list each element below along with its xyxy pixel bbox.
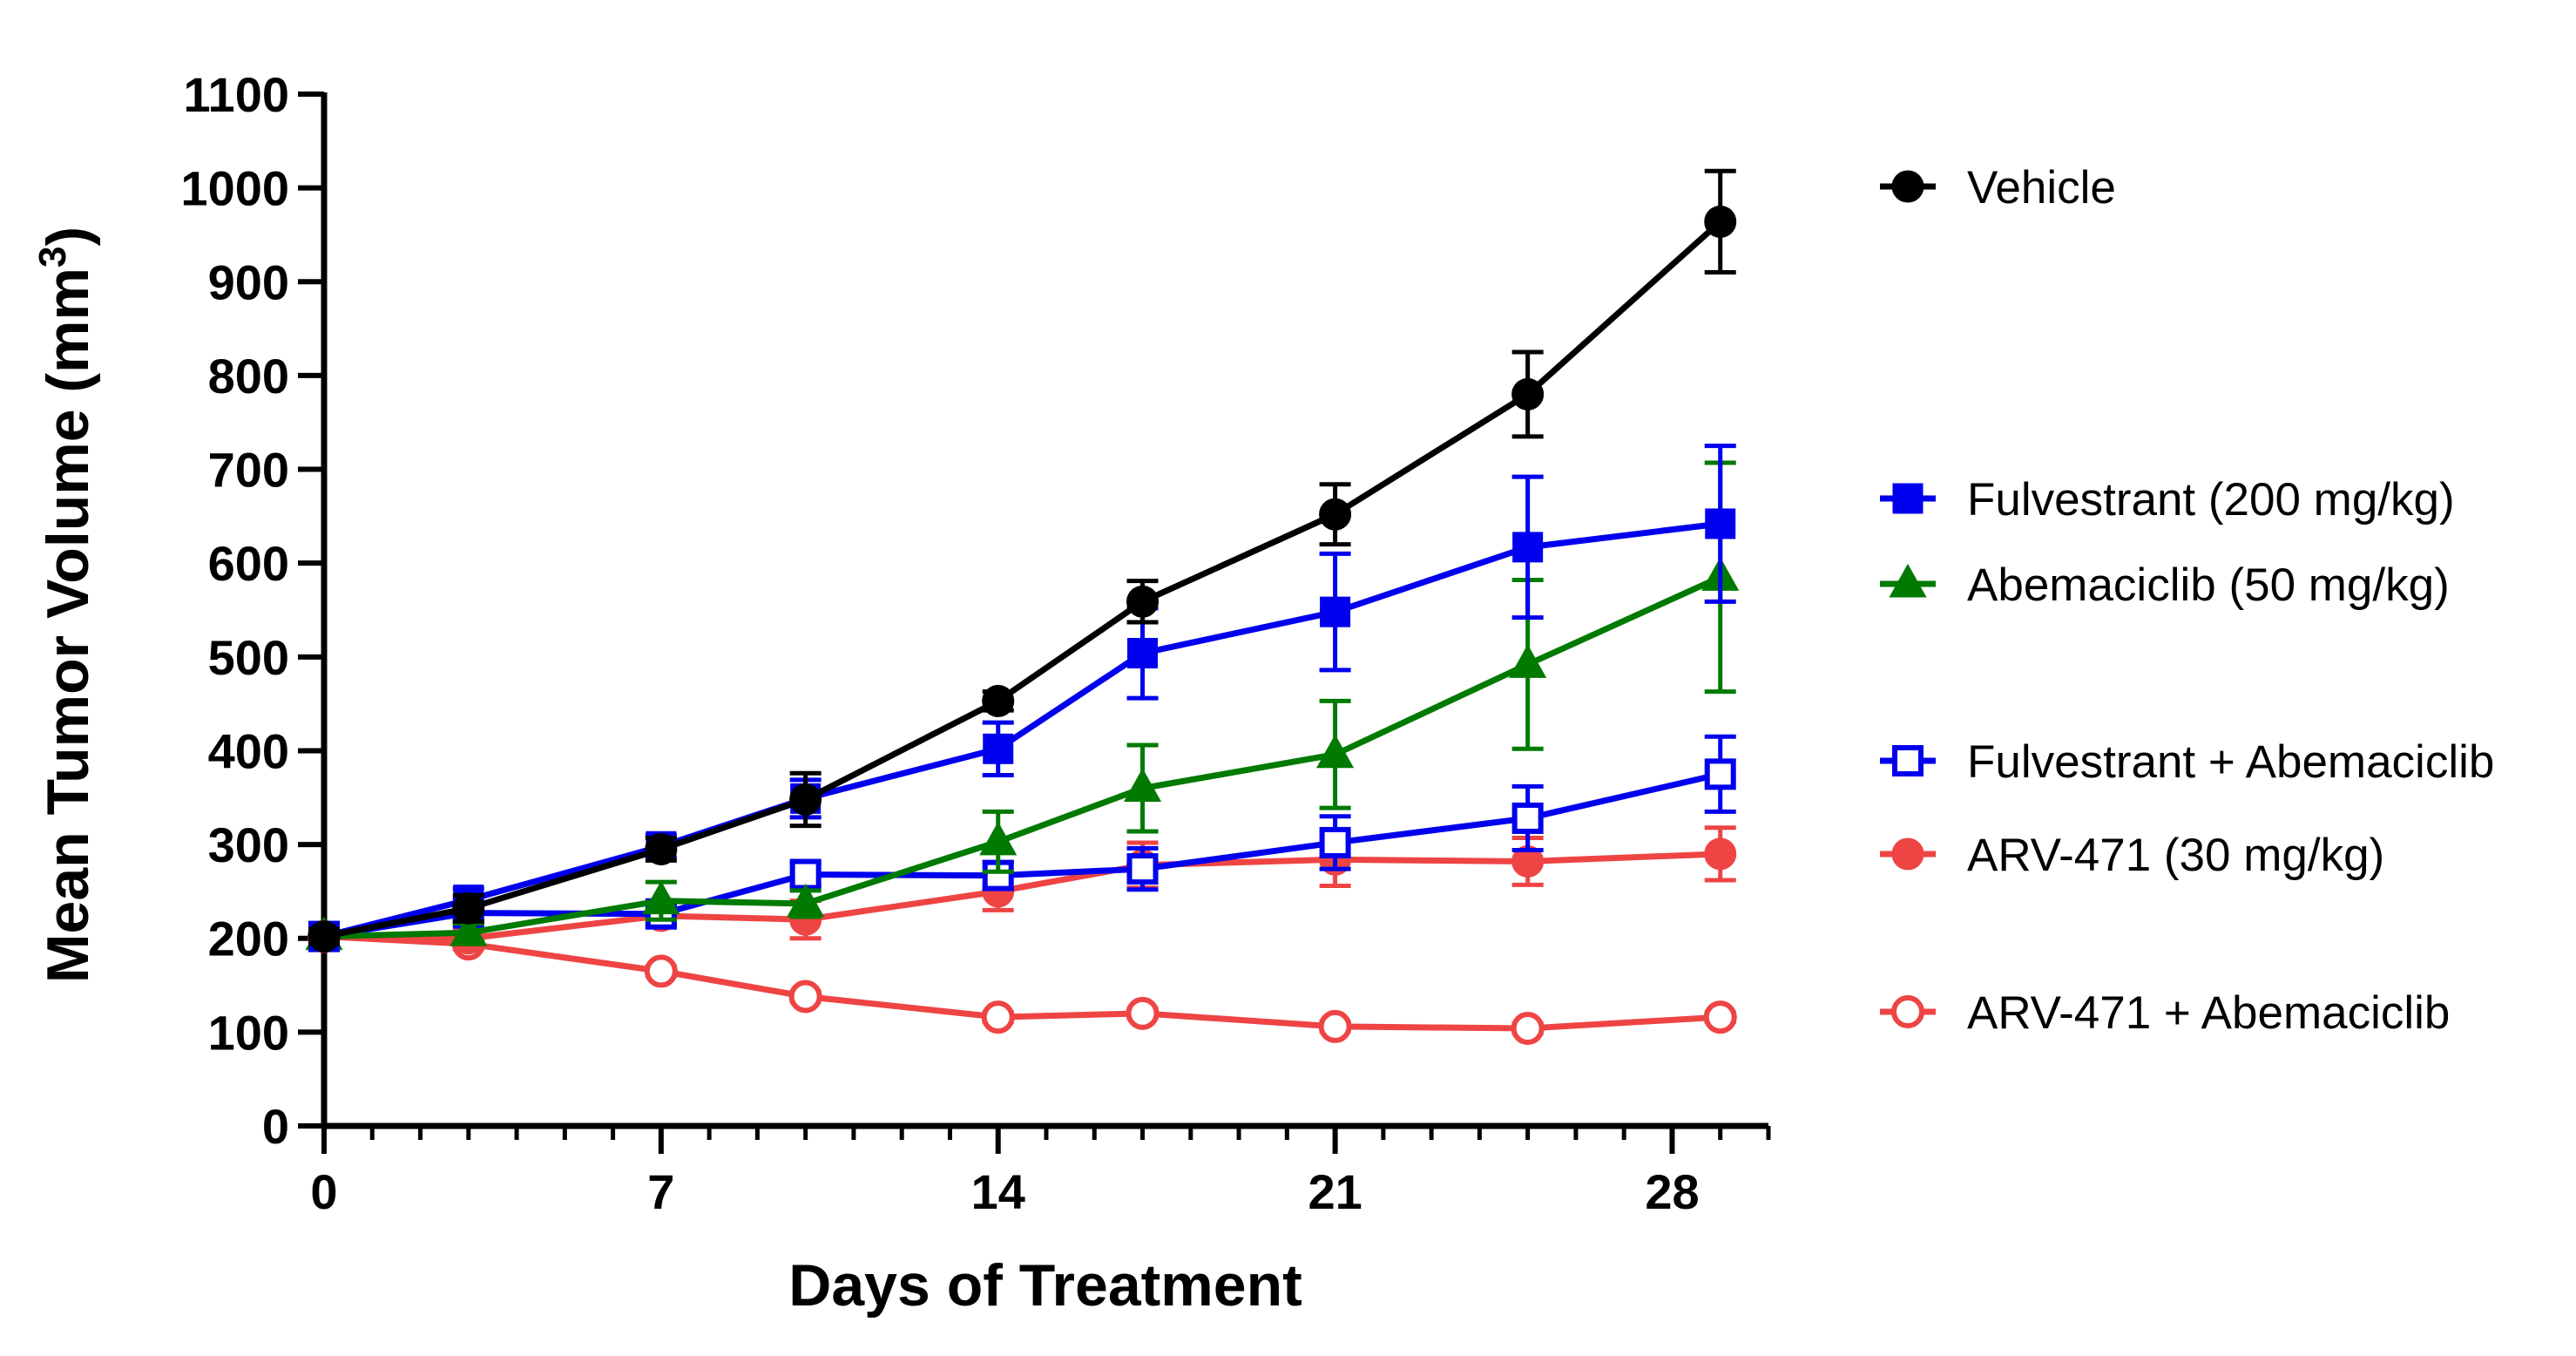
y-tick-label: 700 bbox=[208, 443, 289, 498]
y-tick-label: 200 bbox=[208, 912, 289, 966]
y-axis-title: Mean Tumor Volume (mm3) bbox=[31, 227, 101, 983]
series-2 bbox=[305, 460, 1740, 951]
data-point bbox=[982, 684, 1015, 717]
data-point bbox=[1705, 508, 1736, 539]
data-point bbox=[1511, 1012, 1545, 1046]
x-axis-title: Days of Treatment bbox=[788, 1252, 1302, 1319]
data-point bbox=[1127, 638, 1159, 669]
legend-label: Vehicle bbox=[1967, 162, 2116, 214]
y-tick-label: 300 bbox=[208, 817, 289, 872]
data-point bbox=[1704, 837, 1737, 871]
data-point bbox=[1703, 1000, 1737, 1034]
series-line bbox=[323, 770, 1721, 940]
data-point bbox=[1704, 758, 1736, 790]
x-tick-label: 28 bbox=[1645, 1164, 1699, 1219]
legend-item-0: Vehicle bbox=[1880, 162, 2116, 214]
y-tick-label: 500 bbox=[208, 630, 289, 685]
y-tick-label: 900 bbox=[208, 254, 289, 309]
legend-marker bbox=[1891, 170, 1924, 203]
data-point bbox=[1511, 802, 1544, 834]
y-tick-label: 100 bbox=[208, 1005, 289, 1060]
legend-label: ARV-471 (30 mg/kg) bbox=[1967, 830, 2384, 881]
legend-label: Fulvestrant (200 mg/kg) bbox=[1967, 474, 2455, 525]
series-layer bbox=[305, 168, 1740, 1046]
y-tick-label: 1000 bbox=[180, 161, 289, 216]
series-line bbox=[323, 933, 1721, 1032]
legend-marker bbox=[1891, 837, 1924, 871]
legend-label: Fulvestrant + Abemaciclib bbox=[1967, 736, 2494, 788]
y-tick-label: 400 bbox=[208, 723, 289, 778]
x-tick-label: 14 bbox=[971, 1164, 1025, 1219]
axes: 0 100 200 300 400 500 600 700 800 900 1000 1100 0 7 14… bbox=[180, 67, 1771, 1219]
legend-item-2: Abemaciclib (50 mg/kg) bbox=[1880, 559, 2450, 611]
data-point bbox=[1123, 768, 1162, 803]
series-3 bbox=[308, 734, 1736, 953]
data-point bbox=[1316, 734, 1355, 769]
legend-label: ARV-471 + Abemaciclib bbox=[1967, 987, 2450, 1039]
y-axis-title-close: ) bbox=[35, 227, 101, 247]
y-tick-label: 0 bbox=[262, 1099, 289, 1154]
data-point bbox=[981, 1000, 1015, 1034]
legend-marker bbox=[1891, 995, 1924, 1028]
legend: Vehicle Fulvestrant (200 mg/kg) Abemacicli… bbox=[1880, 162, 2494, 1039]
data-point bbox=[1126, 996, 1160, 1030]
x-tick-label: 21 bbox=[1308, 1164, 1362, 1219]
legend-marker bbox=[1889, 563, 1927, 598]
data-point bbox=[450, 912, 488, 946]
data-point bbox=[1319, 498, 1352, 531]
data-point bbox=[1126, 585, 1160, 618]
legend-item-3: Fulvestrant + Abemaciclib bbox=[1880, 736, 2494, 788]
data-point bbox=[1509, 644, 1547, 678]
y-tick-label: 600 bbox=[208, 536, 289, 591]
series-1 bbox=[308, 444, 1736, 953]
data-point bbox=[787, 883, 825, 918]
data-point bbox=[645, 832, 678, 865]
data-point bbox=[1512, 532, 1544, 563]
data-point bbox=[642, 880, 680, 915]
data-point bbox=[1511, 377, 1545, 410]
data-point bbox=[452, 892, 485, 925]
series-5 bbox=[308, 919, 1737, 1046]
data-point bbox=[1319, 826, 1351, 858]
data-point bbox=[1704, 205, 1737, 238]
data-point bbox=[983, 733, 1014, 764]
data-point bbox=[982, 859, 1014, 892]
y-tick-label: 1100 bbox=[184, 67, 290, 122]
y-tick-label: 800 bbox=[208, 349, 289, 403]
legend-item-4: ARV-471 (30 mg/kg) bbox=[1880, 830, 2384, 881]
data-point bbox=[644, 954, 678, 988]
x-tick-label: 0 bbox=[310, 1164, 337, 1219]
series-line bbox=[323, 219, 1723, 940]
data-point bbox=[1126, 853, 1159, 885]
data-point bbox=[979, 821, 1018, 856]
data-point bbox=[789, 858, 821, 891]
legend-item-5: ARV-471 + Abemaciclib bbox=[1880, 987, 2450, 1039]
data-point bbox=[1320, 596, 1351, 627]
data-point bbox=[1318, 1009, 1352, 1043]
data-point bbox=[308, 920, 341, 953]
x-tick-label: 7 bbox=[647, 1164, 674, 1219]
legend-item-1: Fulvestrant (200 mg/kg) bbox=[1880, 474, 2455, 525]
y-axis-title-superscript: 3 bbox=[31, 247, 74, 268]
y-axis-title-main: Mean Tumor Volume (mm bbox=[35, 268, 101, 983]
series-line bbox=[323, 851, 1721, 942]
legend-label: Abemaciclib (50 mg/kg) bbox=[1967, 559, 2450, 611]
data-point bbox=[789, 783, 822, 816]
legend-marker bbox=[1892, 483, 1924, 514]
series-0 bbox=[308, 168, 1737, 953]
legend-marker bbox=[1892, 745, 1924, 776]
data-point bbox=[788, 980, 822, 1014]
